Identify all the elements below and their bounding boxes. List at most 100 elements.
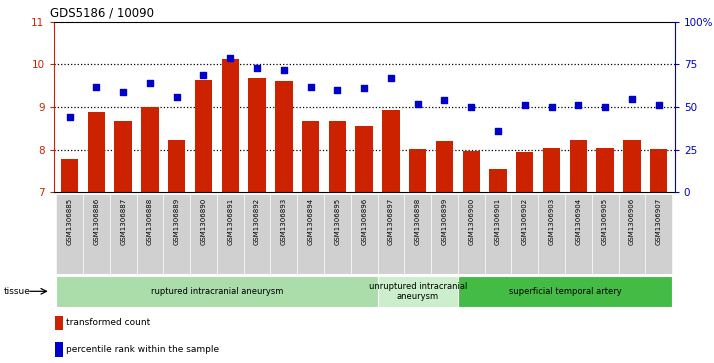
Bar [458,276,672,307]
Bar [141,107,159,192]
Point [305,84,316,90]
Bar [543,148,560,192]
Bar [56,194,83,274]
Bar [378,194,404,274]
Text: GSM1306888: GSM1306888 [147,197,153,245]
Point [117,89,129,95]
Bar [489,169,507,192]
Bar [618,194,645,274]
Bar [356,126,373,192]
Text: percentile rank within the sample: percentile rank within the sample [66,345,219,354]
Bar [596,148,614,192]
Bar [83,194,110,274]
Bar [351,194,378,274]
Bar [592,194,618,274]
Bar [55,315,63,330]
Text: GSM1306887: GSM1306887 [120,197,126,245]
Point [653,102,664,108]
Bar [243,194,271,274]
Text: GSM1306904: GSM1306904 [575,197,581,245]
Bar [221,59,239,192]
Point [278,67,290,73]
Text: GSM1306899: GSM1306899 [441,197,448,245]
Bar [378,276,458,307]
Bar [623,140,640,192]
Bar [409,149,426,192]
Point [466,104,477,110]
Bar [324,194,351,274]
Point [64,114,75,120]
Bar [436,141,453,192]
Bar [650,149,668,192]
Bar [56,276,378,307]
Point [198,72,209,78]
Bar [302,121,319,192]
Bar [485,194,511,274]
Point [493,128,504,134]
Bar [55,342,63,357]
Text: GSM1306900: GSM1306900 [468,197,474,245]
Bar [297,194,324,274]
Point [386,75,397,81]
Text: GSM1306892: GSM1306892 [254,197,260,245]
Bar [570,140,587,192]
Point [573,102,584,108]
Text: transformed count: transformed count [66,318,151,327]
Text: GSM1306898: GSM1306898 [415,197,421,245]
Text: GSM1306890: GSM1306890 [201,197,206,245]
Text: GSM1306891: GSM1306891 [227,197,233,245]
Bar [328,121,346,192]
Bar [136,194,164,274]
Bar [458,194,485,274]
Bar [271,194,297,274]
Text: GSM1306893: GSM1306893 [281,197,287,245]
Text: GSM1306889: GSM1306889 [174,197,180,245]
Bar [516,152,533,192]
Bar [248,78,266,192]
Bar [190,194,217,274]
Point [600,104,611,110]
Bar [110,194,136,274]
Text: GSM1306885: GSM1306885 [66,197,73,245]
Bar [275,81,293,192]
Bar [195,80,212,192]
Bar [61,159,79,192]
Point [144,80,156,86]
Text: GSM1306907: GSM1306907 [655,197,662,245]
Text: GSM1306902: GSM1306902 [522,197,528,245]
Bar [511,194,538,274]
Point [251,65,263,71]
Point [171,94,182,100]
Text: ruptured intracranial aneurysm: ruptured intracranial aneurysm [151,287,283,296]
Text: GSM1306905: GSM1306905 [602,197,608,245]
Text: GSM1306901: GSM1306901 [495,197,501,245]
Bar [538,194,565,274]
Text: tissue: tissue [4,287,31,296]
Point [545,104,557,110]
Bar [431,194,458,274]
Bar [404,194,431,274]
Text: GSM1306895: GSM1306895 [334,197,341,245]
Point [412,101,423,107]
Text: GSM1306903: GSM1306903 [548,197,555,245]
Point [91,84,102,90]
Bar [168,140,186,192]
Text: unruptured intracranial
aneurysm: unruptured intracranial aneurysm [368,282,467,301]
Text: GSM1306894: GSM1306894 [308,197,313,245]
Bar [382,110,400,192]
Point [331,87,343,93]
Bar [565,194,592,274]
Text: GSM1306896: GSM1306896 [361,197,367,245]
Point [358,85,370,91]
Text: superficial temporal artery: superficial temporal artery [508,287,621,296]
Point [224,55,236,61]
Bar [217,194,243,274]
Point [438,97,450,103]
Bar [164,194,190,274]
Point [626,96,638,102]
Bar [463,151,480,192]
Text: GSM1306886: GSM1306886 [94,197,99,245]
Bar [114,121,132,192]
Text: GSM1306897: GSM1306897 [388,197,394,245]
Bar [645,194,672,274]
